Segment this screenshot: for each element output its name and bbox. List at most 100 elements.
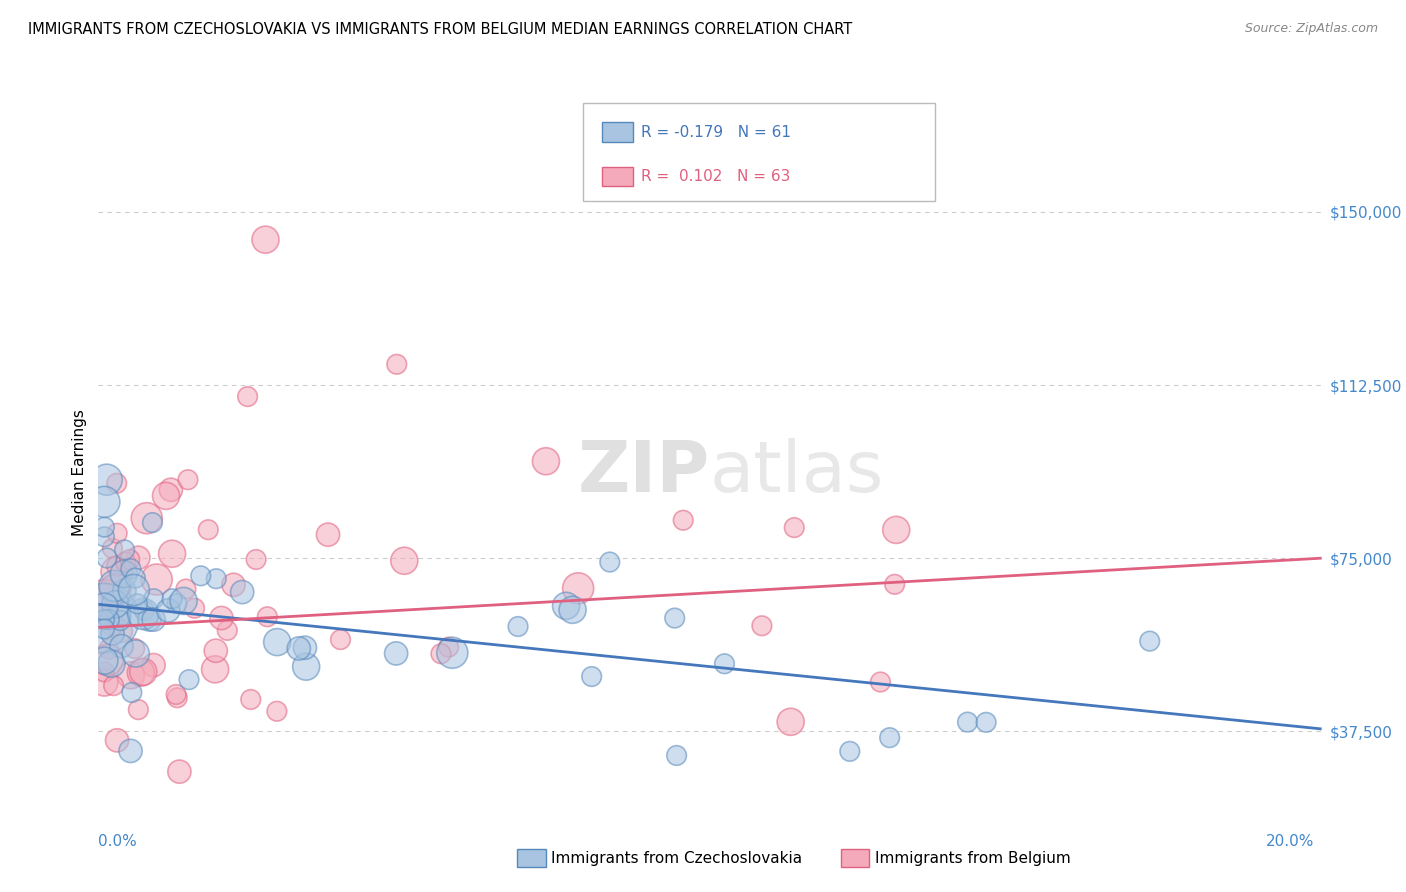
Text: R = -0.179   N = 61: R = -0.179 N = 61 — [641, 125, 792, 139]
Point — [665, 748, 688, 763]
Point — [664, 611, 686, 625]
Point — [127, 597, 149, 611]
Point — [165, 688, 187, 702]
Point — [183, 601, 205, 615]
Point — [93, 654, 115, 668]
Point — [145, 573, 167, 587]
Point — [160, 591, 183, 606]
Point — [567, 582, 589, 596]
Point — [534, 454, 557, 468]
Point — [105, 565, 128, 579]
Point — [288, 641, 311, 656]
Point — [884, 523, 907, 537]
Point — [197, 523, 219, 537]
Point — [120, 562, 142, 576]
Point — [114, 542, 136, 557]
Point — [599, 555, 621, 569]
Point — [581, 669, 603, 683]
Text: ZIP: ZIP — [578, 438, 710, 508]
Point — [838, 744, 860, 758]
Point — [93, 622, 115, 636]
Point — [93, 599, 115, 614]
Point — [169, 764, 191, 779]
Point — [316, 527, 339, 541]
Point — [93, 591, 115, 605]
Text: Source: ZipAtlas.com: Source: ZipAtlas.com — [1244, 22, 1378, 36]
Point — [120, 744, 142, 758]
Point — [132, 607, 155, 621]
Point — [124, 641, 146, 656]
Point — [105, 559, 128, 574]
Point — [956, 715, 979, 730]
Point — [879, 731, 901, 745]
Point — [118, 552, 141, 566]
Point — [166, 690, 188, 705]
Point — [190, 569, 212, 583]
Point — [883, 577, 905, 591]
Point — [209, 611, 232, 625]
Point — [93, 675, 115, 690]
Point — [266, 704, 288, 718]
Point — [204, 662, 226, 676]
Point — [127, 703, 149, 717]
Point — [93, 530, 115, 544]
Point — [1139, 634, 1161, 648]
Point — [329, 632, 352, 647]
Point — [124, 571, 146, 585]
Point — [555, 599, 578, 613]
Point — [110, 624, 132, 638]
Point — [231, 585, 253, 599]
Point — [101, 626, 124, 640]
Point — [112, 566, 135, 581]
Point — [112, 583, 135, 598]
Point — [142, 591, 165, 606]
Point — [93, 611, 115, 625]
Point — [506, 619, 529, 633]
Point — [254, 233, 277, 247]
Point — [96, 473, 118, 487]
Text: R =  0.102   N = 63: R = 0.102 N = 63 — [641, 169, 790, 184]
Point — [125, 647, 148, 661]
Point — [100, 657, 122, 671]
Point — [672, 513, 695, 527]
Point — [122, 582, 145, 597]
Point — [127, 550, 149, 565]
Text: 0.0%: 0.0% — [98, 834, 138, 849]
Point — [129, 665, 152, 680]
Point — [93, 607, 115, 622]
Point — [779, 714, 801, 729]
Point — [245, 552, 267, 566]
Point — [217, 624, 239, 638]
Point — [105, 526, 128, 541]
Point — [177, 673, 200, 687]
Point — [204, 644, 226, 658]
Point — [713, 657, 735, 671]
Point — [294, 640, 316, 655]
Point — [110, 614, 132, 628]
Point — [121, 685, 143, 699]
Point — [160, 483, 183, 497]
Point — [97, 642, 120, 657]
Point — [160, 547, 183, 561]
Point — [266, 635, 288, 649]
Point — [103, 579, 125, 593]
Point — [441, 646, 464, 660]
Point — [98, 613, 121, 627]
Point — [430, 647, 453, 661]
Point — [173, 594, 195, 608]
Text: IMMIGRANTS FROM CZECHOSLOVAKIA VS IMMIGRANTS FROM BELGIUM MEDIAN EARNINGS CORREL: IMMIGRANTS FROM CZECHOSLOVAKIA VS IMMIGR… — [28, 22, 852, 37]
Point — [93, 495, 115, 509]
Point — [256, 609, 278, 624]
Point — [104, 582, 127, 597]
Point — [103, 679, 125, 693]
Point — [783, 520, 806, 534]
Text: Immigrants from Czechoslovakia: Immigrants from Czechoslovakia — [551, 851, 803, 865]
Point — [155, 489, 177, 503]
Point — [174, 582, 197, 596]
Point — [974, 715, 997, 730]
Point — [104, 597, 127, 611]
Point — [138, 613, 160, 627]
Text: Immigrants from Belgium: Immigrants from Belgium — [875, 851, 1070, 865]
Point — [120, 668, 142, 682]
Y-axis label: Median Earnings: Median Earnings — [72, 409, 87, 536]
